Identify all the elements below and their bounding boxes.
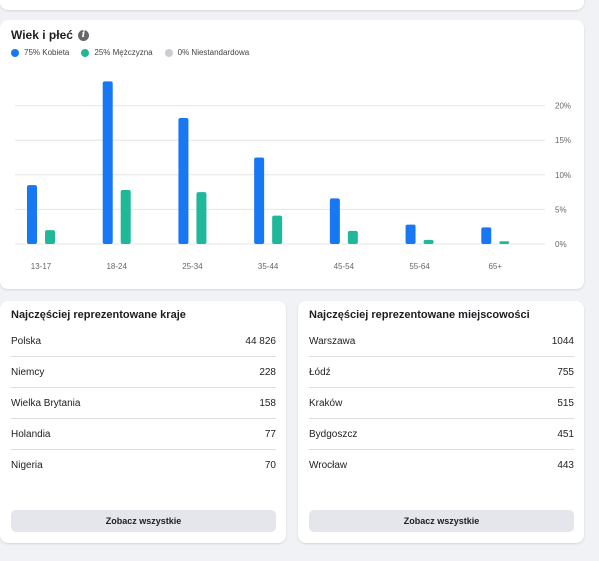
y-tick-label: 0%	[555, 240, 567, 249]
info-icon[interactable]: i	[77, 29, 89, 41]
top-countries-title: Najczęściej reprezentowane kraje	[11, 309, 186, 321]
see-all-countries-button[interactable]: Zobacz wszystkie	[11, 510, 276, 532]
x-tick-label: 18-24	[106, 262, 127, 271]
country-name: Nigeria	[11, 459, 43, 471]
country-name: Wielka Brytania	[11, 397, 81, 409]
country-value: 44 826	[245, 335, 276, 347]
bar-male-35-44[interactable]	[272, 215, 283, 244]
legend-dot-nonstandard	[164, 48, 173, 57]
x-tick-label: 65+	[488, 262, 502, 271]
list-item: Warszawa 1044	[309, 326, 574, 357]
x-tick-label: 13-17	[31, 262, 52, 271]
country-name: Holandia	[11, 428, 51, 440]
age-gender-title-text: Wiek i płeć	[11, 28, 73, 42]
country-name: Polska	[11, 335, 42, 347]
y-tick-label: 10%	[555, 171, 571, 180]
list-item: Niemcy 228	[11, 357, 276, 388]
bar-female-45-54[interactable]	[329, 198, 340, 244]
country-value: 228	[259, 366, 276, 378]
list-item: Nigeria 70	[11, 450, 276, 480]
legend-label-female: 75% Kobieta	[24, 48, 70, 57]
list-item: Wrocław 443	[309, 450, 574, 480]
list-item: Polska 44 826	[11, 326, 276, 357]
legend-item-female[interactable]: 75% Kobieta	[11, 48, 69, 57]
list-item: Bydgoszcz 451	[309, 419, 574, 450]
top-cities-title: Najczęściej reprezentowane miejscowości	[309, 309, 530, 321]
legend-label-male: 25% Mężczyzna	[94, 48, 153, 57]
x-tick-label: 25-34	[182, 262, 203, 271]
city-value: 451	[557, 428, 574, 440]
list-item: Kraków 515	[309, 388, 574, 419]
legend-dot-male	[81, 48, 90, 57]
legend-item-nonstandard[interactable]: 0% Niestandardowa	[164, 48, 250, 57]
city-value: 443	[557, 459, 574, 471]
bar-female-18-24[interactable]	[102, 81, 113, 244]
city-name: Warszawa	[309, 335, 356, 347]
bar-male-25-34[interactable]	[196, 192, 207, 244]
country-name: Niemcy	[11, 366, 45, 378]
top-cities-card: Najczęściej reprezentowane miejscowości …	[298, 301, 584, 543]
previous-card	[0, 0, 584, 10]
country-value: 77	[264, 428, 276, 440]
city-name: Łódź	[309, 366, 331, 378]
country-value: 158	[259, 397, 276, 409]
countries-list: Polska 44 826 Niemcy 228 Wielka Brytania…	[11, 326, 276, 480]
age-gender-title: Wiek i płeć i	[11, 28, 89, 42]
age-gender-bar-chart: 0% 5% 10% 15% 20% 13-17 18-24 25-34 35-44 45-54 55…	[15, 81, 571, 271]
city-name: Bydgoszcz	[309, 428, 358, 440]
list-item: Łódź 755	[309, 357, 574, 388]
x-tick-label: 45-54	[334, 262, 355, 271]
city-value: 515	[557, 397, 574, 409]
bar-male-55-64[interactable]	[423, 239, 434, 244]
x-tick-label: 35-44	[258, 262, 279, 271]
legend-item-male[interactable]: 25% Mężczyzna	[81, 48, 153, 57]
top-countries-card: Najczęściej reprezentowane kraje Polska …	[0, 301, 286, 543]
bar-male-18-24[interactable]	[120, 190, 131, 244]
city-name: Wrocław	[309, 459, 348, 471]
bar-female-25-34[interactable]	[178, 118, 189, 244]
bar-female-65+[interactable]	[481, 227, 492, 244]
bar-male-13-17[interactable]	[45, 230, 55, 244]
age-gender-card: Wiek i płeć i 75% Kobieta 25% Mężczyzna …	[0, 20, 584, 289]
city-name: Kraków	[309, 397, 343, 409]
city-value: 755	[557, 366, 574, 378]
bar-male-65+[interactable]	[499, 241, 510, 244]
city-value: 1044	[551, 335, 574, 347]
y-tick-label: 5%	[555, 205, 567, 214]
list-item: Wielka Brytania 158	[11, 388, 276, 419]
cities-list: Warszawa 1044 Łódź 755 Kraków 515 Bydgos…	[309, 326, 574, 480]
y-tick-label: 15%	[555, 136, 571, 145]
bar-male-45-54[interactable]	[347, 230, 358, 244]
list-item: Holandia 77	[11, 419, 276, 450]
see-all-cities-button[interactable]: Zobacz wszystkie	[309, 510, 574, 532]
legend-dot-female	[11, 48, 19, 57]
legend-label-nonstandard: 0% Niestandardowa	[177, 48, 250, 57]
country-value: 70	[264, 459, 276, 471]
bar-female-35-44[interactable]	[254, 157, 265, 245]
bar-female-13-17[interactable]	[27, 185, 37, 244]
bar-female-55-64[interactable]	[405, 224, 416, 244]
y-tick-label: 20%	[555, 102, 571, 111]
x-tick-label: 55-64	[409, 262, 430, 271]
chart-legend: 75% Kobieta 25% Mężczyzna 0% Niestandard…	[11, 48, 249, 57]
